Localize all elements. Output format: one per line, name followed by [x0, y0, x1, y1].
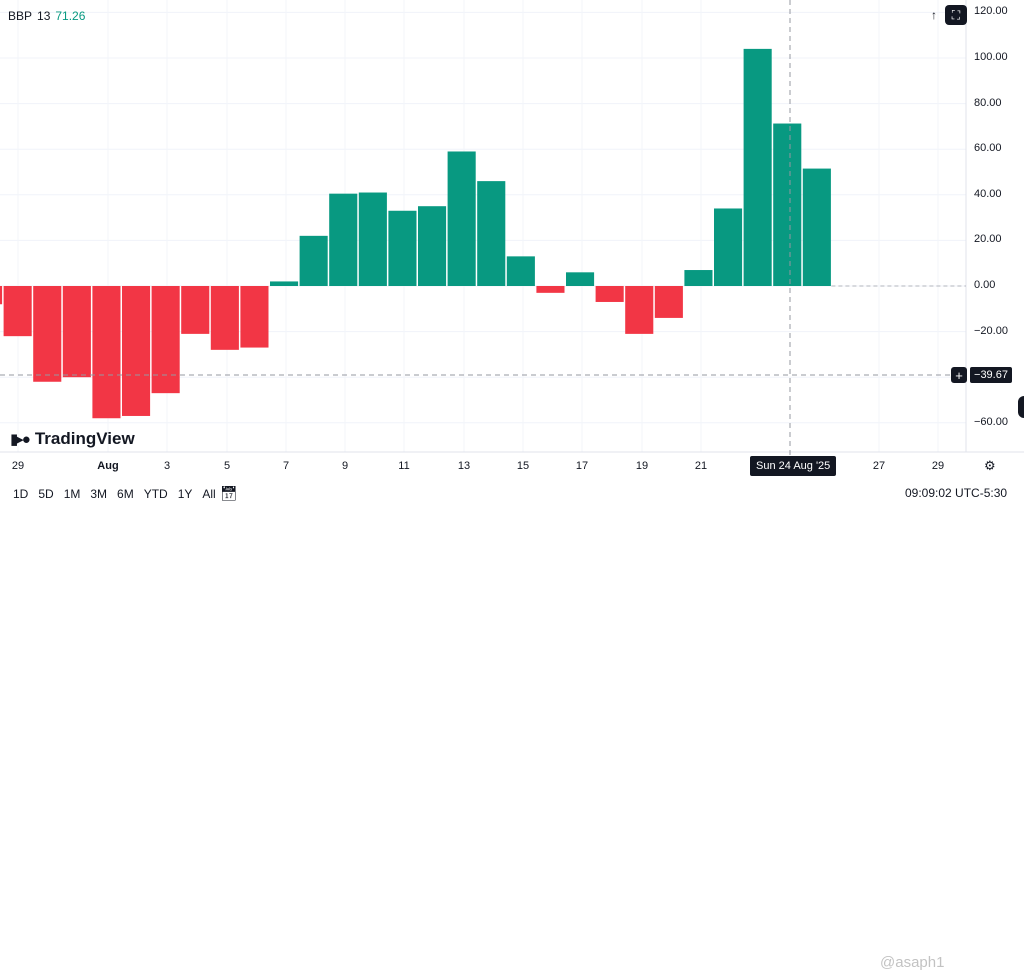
histogram-bar — [240, 286, 269, 348]
histogram-bar — [566, 272, 595, 286]
histogram-bars — [0, 48, 966, 419]
histogram-bar — [92, 286, 121, 419]
crosshair-date-label: Sun 24 Aug '25 — [750, 456, 837, 476]
add-alert-button[interactable]: + — [951, 367, 967, 383]
histogram-bar — [506, 256, 535, 286]
indicator-name: BBP — [8, 9, 33, 23]
histogram-bar — [802, 168, 831, 286]
crosshair-price-label: −39.67 — [970, 367, 1012, 383]
range-button-all[interactable]: All — [202, 487, 216, 501]
indicator-value: 71.26 — [55, 9, 86, 23]
histogram-bar — [595, 286, 624, 302]
range-button-6m[interactable]: 6M — [117, 487, 134, 501]
y-tick-label: 60.00 — [974, 142, 1002, 155]
x-tick-label: 29 — [11, 460, 25, 472]
histogram-bar — [684, 270, 713, 286]
range-button-1m[interactable]: 1M — [63, 487, 81, 501]
x-tick-label: Aug — [97, 460, 119, 472]
tradingview-logo-icon: ▮▸● — [10, 431, 31, 448]
histogram-bar — [358, 192, 387, 286]
x-tick-label: 19 — [635, 460, 649, 472]
y-tick-label: −60.00 — [974, 415, 1008, 428]
y-tick-label: 0.00 — [974, 279, 996, 291]
x-tick-label: 17 — [575, 460, 589, 472]
histogram-bar — [773, 123, 802, 287]
indicator-length: 13 — [37, 9, 51, 23]
gear-icon[interactable]: ⚙ — [984, 458, 996, 473]
range-selector: 1D 5D 1M 3M 6M YTD 1Y All — [8, 484, 221, 504]
fullscreen-button[interactable]: ⛶ — [945, 5, 967, 25]
histogram-bar — [151, 286, 180, 394]
histogram-bar — [270, 281, 299, 286]
range-button-1d[interactable]: 1D — [13, 487, 29, 501]
histogram-bar — [122, 286, 151, 416]
histogram-bar — [181, 286, 210, 334]
x-tick-label: 7 — [282, 460, 290, 472]
range-button-5d[interactable]: 5D — [38, 487, 54, 501]
range-button-1y[interactable]: 1Y — [177, 487, 193, 501]
histogram-bar — [418, 206, 447, 286]
histogram-bar — [62, 286, 91, 378]
histogram-bar — [536, 286, 565, 293]
fullscreen-icon: ⛶ — [951, 7, 961, 22]
histogram-bar — [33, 286, 62, 382]
scroll-to-top-button[interactable]: ↑ — [925, 5, 943, 25]
x-tick-label: 13 — [457, 460, 471, 472]
histogram-bar — [388, 210, 417, 286]
y-tick-label: 80.00 — [974, 96, 1002, 109]
y-tick-label: 100.00 — [974, 51, 1008, 63]
plus-icon: + — [955, 367, 963, 383]
time-readout[interactable]: 09:09:02 UTC-5:30 — [905, 486, 1008, 500]
y-tick-label: 40.00 — [974, 187, 1002, 200]
x-tick-label: 5 — [223, 460, 231, 472]
histogram-bar — [329, 193, 358, 286]
tradingview-logo[interactable]: ▮▸● TradingView — [10, 429, 135, 449]
histogram-bar — [625, 286, 654, 334]
range-button-3m[interactable]: 3M — [90, 487, 108, 501]
arrow-up-icon: ↑ — [931, 8, 937, 22]
x-tick-label: 3 — [163, 460, 171, 472]
histogram-bar — [0, 286, 3, 305]
histogram-bar — [654, 286, 683, 318]
histogram-bar — [299, 235, 328, 286]
y-tick-label: 20.00 — [974, 233, 1002, 246]
x-tick-label: 27 — [872, 460, 886, 472]
x-tick-label: 9 — [341, 460, 349, 472]
watermark: @asaph1 — [880, 954, 945, 971]
bottom-toolbar: 1D 5D 1M 3M 6M YTD 1Y All 📅︎ 09:09:02 UTC-5:30 … — [0, 478, 1024, 971]
tradingview-logo-text: TradingView — [34, 429, 135, 448]
histogram-bar — [714, 208, 743, 286]
x-tick-label: 21 — [694, 460, 708, 472]
x-tick-label: 29 — [931, 460, 945, 472]
y-tick-label: 120.00 — [974, 5, 1008, 18]
y-tick-label: −20.00 — [974, 324, 1008, 337]
bbp-histogram-plot[interactable] — [0, 0, 1024, 511]
histogram-bar — [477, 181, 506, 286]
x-tick-label: 11 — [398, 460, 410, 472]
calendar-icon[interactable]: 📅︎ — [220, 485, 238, 501]
histogram-bar — [210, 286, 239, 350]
histogram-bar — [447, 151, 476, 286]
indicator-legend[interactable]: BBP 13 71.26 — [8, 9, 85, 23]
histogram-bar — [3, 286, 32, 337]
x-tick-label: 15 — [516, 460, 530, 472]
histogram-bar — [743, 48, 772, 286]
side-handle[interactable] — [1018, 396, 1024, 418]
range-button-ytd[interactable]: YTD — [143, 487, 168, 501]
crosshair-lines — [0, 0, 966, 456]
